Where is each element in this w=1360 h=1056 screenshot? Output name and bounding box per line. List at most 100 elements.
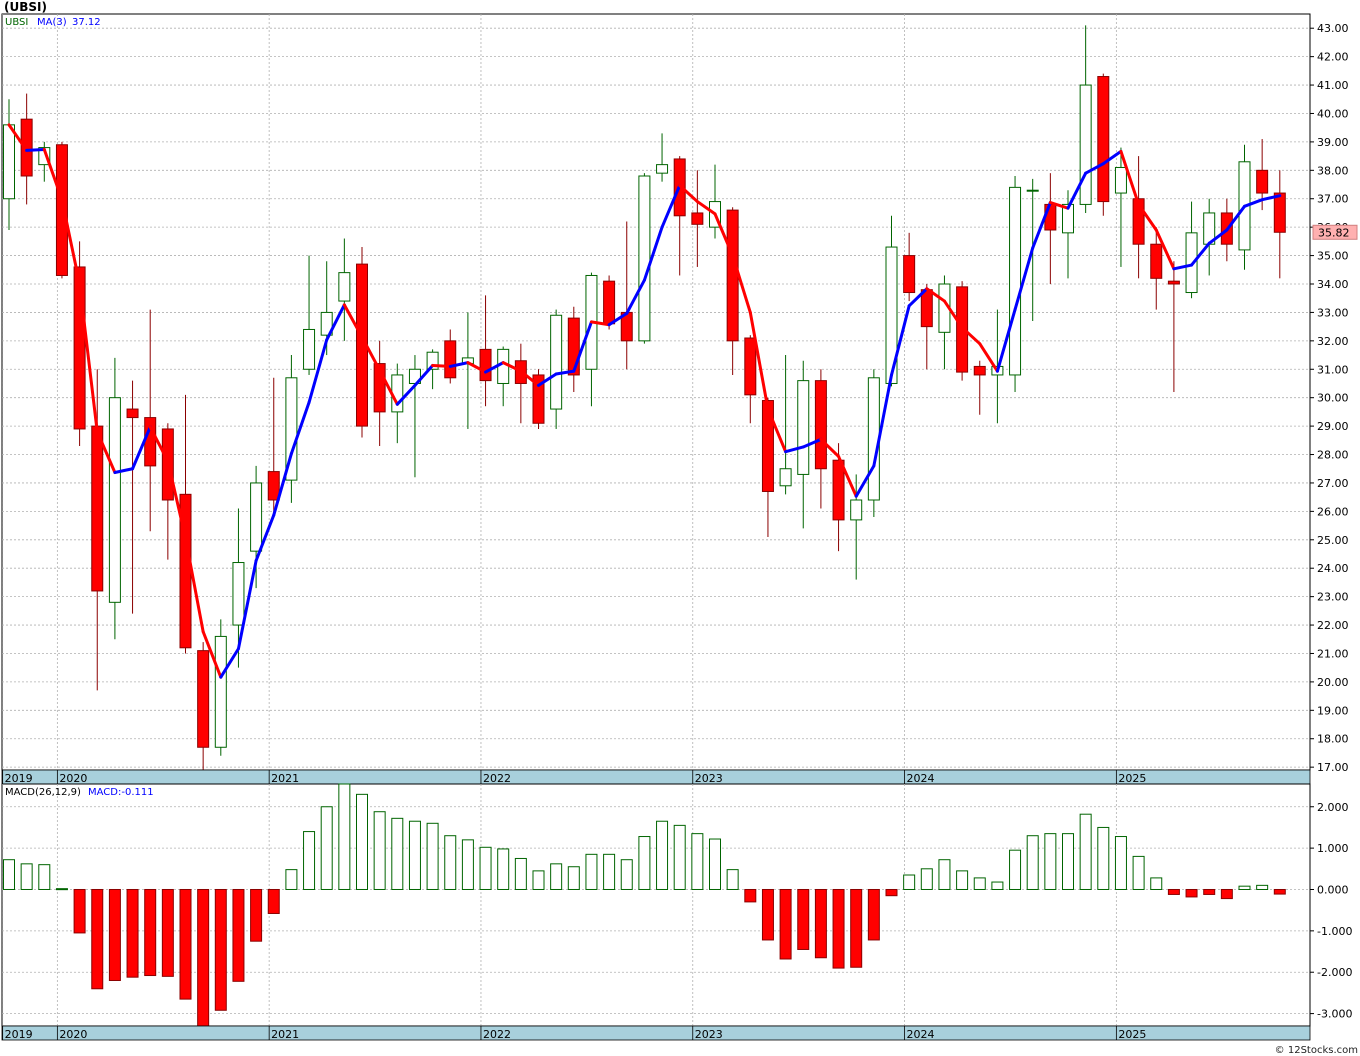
ma-segment (589, 320, 611, 327)
candle-down (373, 363, 386, 413)
price-axis-band (1, 769, 1311, 785)
ma-segment (837, 454, 858, 498)
ma-segment (1013, 246, 1035, 312)
ma-segment (1119, 149, 1141, 206)
ma-segment (784, 445, 805, 454)
price-axis-year-label: 2023 (695, 772, 723, 785)
candle-down (1167, 280, 1180, 285)
ma-segment (1137, 202, 1158, 232)
price-tick-label: 23.00 (1317, 591, 1349, 604)
ma-segment (131, 425, 152, 471)
ma-segment (678, 183, 699, 204)
ma-segment (537, 372, 558, 387)
macd-bar-positive (3, 859, 15, 890)
candle-down (267, 471, 280, 501)
candle-down (567, 317, 580, 376)
macd-bar-positive (20, 863, 33, 890)
macd-bar-positive (285, 869, 298, 890)
ma-segment (731, 254, 752, 314)
macd-bar-negative (161, 888, 174, 977)
macd-tick-label: 2.000 (1317, 801, 1349, 814)
candle-down (1150, 243, 1163, 279)
macd-bar-positive (1009, 849, 1022, 890)
ma-segment (907, 287, 929, 308)
price-tick-label: 38.00 (1317, 164, 1349, 177)
candle-up (320, 311, 333, 336)
price-axis-year-label: 2021 (271, 772, 299, 785)
candle-down (126, 408, 139, 419)
macd-bar-negative (1220, 888, 1233, 900)
price-tick-label: 20.00 (1317, 676, 1349, 689)
macd-bar-positive (726, 869, 739, 890)
candle-down (1273, 192, 1286, 233)
price-tick-label: 28.00 (1317, 449, 1349, 462)
macd-tick-label: -2.000 (1317, 966, 1352, 979)
macd-bar-negative (126, 888, 139, 978)
ma-segment (307, 338, 329, 404)
ma-segment (1190, 241, 1211, 267)
candle-up (3, 124, 15, 200)
candle-up (885, 246, 898, 384)
ma-segment (342, 303, 364, 339)
macd-axis-year-label: 2023 (695, 1028, 723, 1041)
candle-up (779, 468, 792, 487)
ma-segment (113, 467, 135, 475)
macd-axis-year-label: 2019 (5, 1028, 33, 1041)
macd-bar-positive (585, 853, 598, 890)
candle-down (479, 348, 492, 382)
ma-segment (95, 430, 117, 475)
price-tick-label: 25.00 (1317, 534, 1349, 547)
macd-bar-positive (461, 839, 474, 890)
macd-bar-positive (1026, 835, 1039, 890)
ma-segment (42, 147, 64, 202)
macd-bar-positive (373, 811, 386, 890)
ma-segment (1172, 263, 1194, 271)
macd-bar-positive (920, 868, 933, 890)
candle-down (20, 118, 33, 177)
macd-axis-band (1, 1025, 1311, 1041)
ma-segment (607, 311, 629, 327)
macd-bar-negative (1185, 888, 1198, 898)
ma-segment (554, 369, 576, 376)
macd-bar-positive (426, 822, 439, 890)
price-tick-label: 19.00 (1317, 704, 1349, 717)
macd-axis-year-label: 2025 (1118, 1028, 1146, 1041)
legend-ma-value: 37.12 (72, 17, 101, 28)
price-axis-year-label: 2022 (483, 772, 511, 785)
candle-down (1097, 76, 1110, 203)
ma-segment (484, 361, 505, 374)
macd-bar-positive (532, 870, 545, 890)
macd-bar-negative (91, 888, 104, 990)
macd-bar-positive (303, 831, 316, 890)
candle-up (497, 348, 510, 384)
macd-bar-negative (761, 888, 774, 941)
candle-down (814, 380, 827, 470)
candle-up (550, 314, 563, 410)
macd-bar-negative (744, 888, 757, 903)
macd-bar-negative (108, 888, 121, 981)
last-price-label: 35.82 (1318, 226, 1350, 239)
macd-bar-positive (1114, 836, 1127, 890)
candle-up (391, 374, 404, 413)
ma-segment (695, 200, 717, 216)
ma-segment (166, 459, 187, 540)
candle-up (1062, 203, 1074, 234)
ma-segment (448, 361, 470, 368)
macd-axis-year-label: 2021 (271, 1028, 299, 1041)
macd-bar-negative (1167, 888, 1180, 895)
price-tick-label: 42.00 (1317, 51, 1349, 64)
ma-segment (1243, 198, 1264, 208)
macd-bar-positive (673, 824, 686, 890)
macd-bar-positive (408, 820, 421, 890)
price-tick-label: 39.00 (1317, 136, 1349, 149)
candle-up (850, 499, 863, 521)
candle-up (1079, 84, 1092, 205)
macd-bar-positive (444, 835, 457, 890)
macd-bar-positive (320, 806, 333, 890)
ma-segment (289, 400, 311, 456)
candle-down (55, 144, 68, 276)
macd-bar-negative (179, 888, 192, 1000)
macd-tick-label: -3.000 (1317, 1008, 1352, 1021)
price-tick-label: 29.00 (1317, 420, 1349, 433)
ma-segment (1066, 171, 1088, 210)
